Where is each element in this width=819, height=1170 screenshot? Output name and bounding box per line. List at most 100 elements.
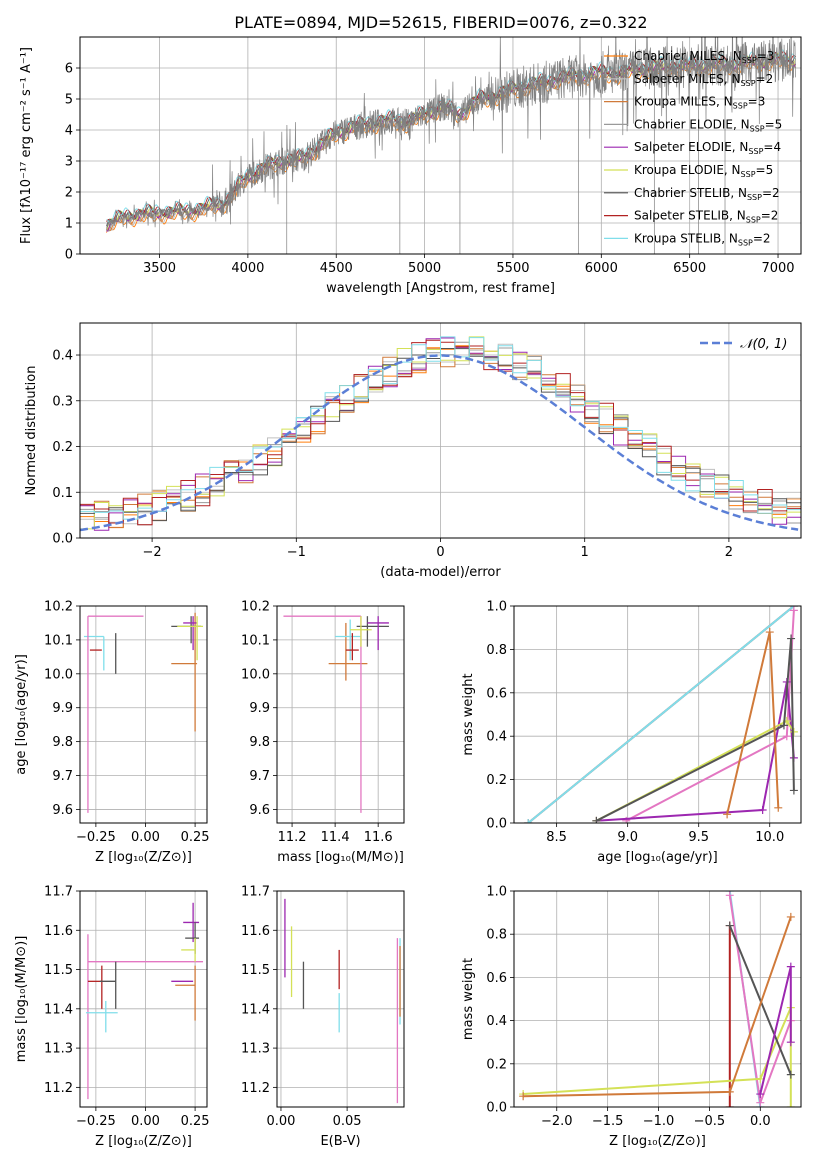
error-cross (183, 616, 198, 651)
x-tick-label: 3500 (143, 261, 176, 276)
y-tick-label: 4 (65, 124, 73, 139)
y-tick-label: 11.4 (44, 1002, 73, 1017)
y-tick-label: 0.2 (486, 773, 507, 788)
y-tick-label: 0.0 (486, 1101, 507, 1116)
y-axis-label: mass weight (461, 673, 476, 755)
gaussian-curve (80, 354, 799, 532)
y-tick-label: 11.5 (44, 963, 73, 978)
error-cross (350, 616, 372, 647)
x-axis-label: Z [log₁₀(Z/Z⊙)] (95, 1134, 192, 1149)
y-tick-label: 11.4 (241, 1002, 270, 1017)
x-tick-label: 7000 (761, 261, 794, 276)
y-tick-label: 0.1 (52, 486, 73, 501)
error-cross (183, 902, 200, 943)
y-tick-label: 0.6 (486, 971, 507, 986)
error-cross (175, 965, 196, 1021)
error-cross (356, 616, 389, 647)
weight-point-marker (519, 1092, 528, 1101)
y-tick-label: 0.4 (486, 1014, 507, 1029)
error-cross (87, 965, 103, 1009)
x-tick-label: −0.25 (76, 1114, 116, 1129)
weight-point-marker (725, 921, 734, 930)
weight-point-marker (725, 891, 734, 900)
error-cross (185, 922, 200, 954)
y-tick-label: 9.8 (52, 735, 73, 750)
weight-point-marker (786, 1070, 795, 1079)
y-tick-label: 10.0 (241, 667, 270, 682)
gridlines (80, 605, 207, 823)
spectrum-legend: Chabrier MILES, NSSP=3 Salpeter MILES, NS… (604, 49, 782, 247)
x-tick-label: 0.00 (131, 1114, 160, 1129)
weight-point-marker (789, 727, 798, 736)
y-tick-label: 9.8 (249, 735, 270, 750)
x-tick-label: 11.2 (278, 830, 307, 845)
x-tick-label: 5500 (496, 261, 529, 276)
y-tick-label: 11.3 (44, 1042, 73, 1057)
y-tick-label: 1.0 (486, 600, 507, 615)
weight-point-marker (725, 1103, 734, 1107)
weight-point-marker (789, 786, 798, 795)
x-axis-label: wavelength [Angstrom, rest frame] (326, 281, 555, 296)
legend-entry: Salpeter ELODIE, NSSP=4 (634, 140, 781, 156)
weight-series-line (596, 681, 795, 822)
x-tick-label: −1.0 (643, 1114, 675, 1129)
x-tick-label: 4000 (231, 261, 264, 276)
x-tick-label: 4500 (320, 261, 353, 276)
x-axis-label: Z [log₁₀(Z/Z⊙)] (609, 1134, 706, 1149)
x-tick-label: 6500 (673, 261, 706, 276)
x-tick-label: 11.6 (364, 830, 393, 845)
x-tick-label: 0.25 (181, 1114, 210, 1129)
y-tick-label: 0.2 (486, 1057, 507, 1072)
error-cross (181, 938, 196, 962)
y-tick-label: 11.2 (44, 1081, 73, 1096)
residual-histogram-plot-area (80, 336, 801, 532)
weight-series-line (523, 916, 792, 1098)
spectrum-panel: 3500 4000 4500 5000 5500 6000 6500 7000 0 1 2 3 4 5 6 w… (19, 36, 802, 296)
weight-point-marker (787, 634, 796, 643)
x-tick-label: 0.05 (333, 1114, 362, 1129)
gridlines (277, 605, 404, 823)
legend-entry: Chabrier MILES, NSSP=3 (634, 49, 774, 65)
weight-point-marker (524, 819, 533, 823)
y-tick-label: 5 (65, 93, 73, 108)
y-tick-label: 11.3 (241, 1042, 270, 1057)
axes-frame (276, 605, 405, 824)
y-tick-label: 9.6 (52, 803, 73, 818)
x-tick-label: 0 (436, 545, 444, 560)
x-tick-label: 8.5 (546, 830, 567, 845)
y-tick-label: 11.6 (44, 924, 73, 939)
x-tick-label: −2 (143, 545, 162, 560)
y-tick-label: 9.6 (249, 803, 270, 818)
weight-point-marker (725, 1087, 734, 1096)
mass-vs-Z-panel: −0.25 0.00 0.25 11.2 11.3 11.4 11.5 11.6 11.7 Z [… (14, 885, 210, 1150)
legend-entry: Salpeter STELIB, NSSP=2 (634, 209, 778, 225)
x-tick-label: 0.0 (750, 1114, 771, 1129)
x-tick-label: 0.00 (266, 1114, 295, 1129)
weight-series-line (595, 638, 795, 822)
weight-series-line (523, 1007, 792, 1107)
weight-series-line (625, 610, 795, 822)
y-tick-label: 9.7 (52, 769, 73, 784)
x-tick-label: 1 (581, 545, 589, 560)
x-axis-label: E(B-V) (320, 1134, 360, 1149)
histogram-step (80, 336, 801, 520)
y-tick-label: 0.0 (486, 817, 507, 832)
legend-entry: Salpeter MILES, NSSP=2 (634, 72, 773, 88)
axes-frame (513, 890, 802, 1108)
error-cross (177, 616, 204, 661)
y-tick-label: 10.2 (44, 600, 73, 615)
x-tick-label: −1.5 (592, 1114, 624, 1129)
legend-entry: Kroupa ELODIE, NSSP=5 (634, 163, 773, 179)
gridlines (80, 890, 207, 1107)
legend-entry: Kroupa MILES, NSSP=3 (634, 95, 765, 111)
y-tick-label: 2 (65, 186, 73, 201)
mass-weight-vs-Z-panel: −2.0 −1.5 −1.0 −0.5 0.0 0.0 0.2 0.4 0.6 0.8 1.0 Z [… (461, 885, 802, 1149)
weight-point-marker (782, 732, 791, 741)
gridlines (277, 890, 404, 1107)
x-axis-label: (data-model)/error (380, 565, 501, 580)
age-vs-Z-plot-area (83, 612, 204, 813)
age-vs-mass-plot-area (283, 615, 389, 813)
legend-entry: Chabrier STELIB, NSSP=2 (634, 186, 780, 202)
axes-frame (276, 890, 405, 1108)
y-tick-label: 9.9 (249, 701, 270, 716)
